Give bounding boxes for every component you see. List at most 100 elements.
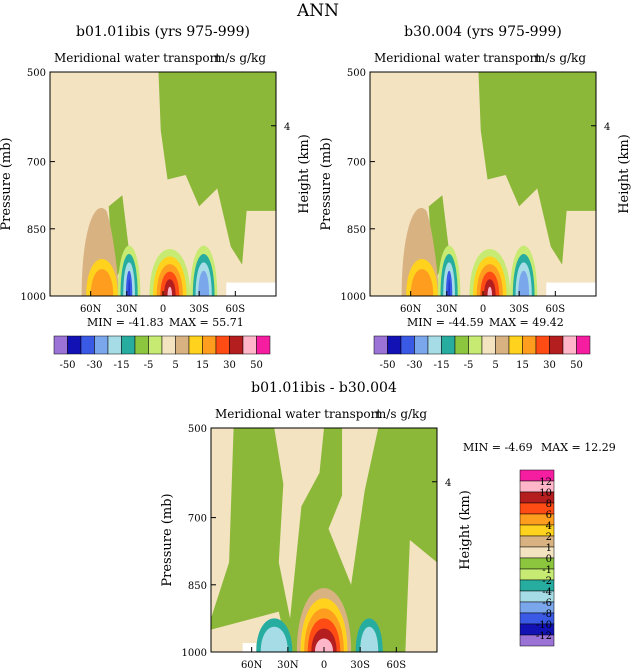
x-tick-label: 60S	[226, 304, 246, 315]
panel-units: m/s g/kg	[214, 51, 266, 65]
max-label: MAX = 12.29	[541, 441, 616, 454]
colorbar-swatch	[229, 335, 244, 355]
colorbar-label: -30	[86, 360, 102, 371]
positive-lobe	[314, 638, 334, 652]
positive-lobe	[487, 286, 493, 296]
colorbar-label: 8	[546, 499, 552, 510]
green-region	[211, 428, 437, 652]
panel-3: b01.01ibis - b30.004 Meridional water tra…	[160, 380, 616, 671]
y-tick-label: 1000	[182, 648, 207, 659]
x-tick-label: 60S	[546, 304, 566, 315]
y2-tick-label: 4	[445, 478, 451, 489]
colorbar-swatch	[576, 335, 591, 355]
negative-lobe	[260, 626, 288, 652]
panel-units: m/s g/kg	[534, 51, 586, 65]
y-axis-label: Pressure (mb)	[319, 137, 334, 230]
colorbar-swatch	[242, 335, 257, 355]
colorbar-label: 50	[570, 360, 583, 371]
colorbar-swatch	[468, 335, 483, 355]
missing-data	[226, 282, 276, 296]
colorbar-swatch	[508, 335, 523, 355]
colorbar-swatch	[387, 335, 402, 355]
colorbar-label: 2	[546, 532, 552, 543]
colorbar-label: -10	[536, 620, 552, 631]
x-tick-label: 0	[160, 304, 166, 315]
colorbar-label: 5	[492, 360, 498, 371]
page-title: ANN	[296, 1, 339, 21]
panel-subtitle: Meridional water transport	[374, 51, 540, 65]
max-label: MAX = 55.71	[169, 316, 244, 329]
colorbar-swatch	[549, 335, 564, 355]
colorbar-label: -12	[536, 631, 552, 642]
y-tick-label: 700	[347, 158, 366, 169]
panel-title: b30.004 (yrs 975-999)	[404, 24, 562, 40]
y-tick-label: 700	[188, 514, 207, 525]
colorbar-label: 12	[539, 477, 552, 488]
colorbar-swatch	[522, 335, 537, 355]
y-tick-label: 500	[27, 68, 46, 79]
negative-lobe	[198, 270, 210, 296]
missing-data	[546, 282, 596, 296]
panel-subtitle: Meridional water transport	[215, 407, 381, 421]
colorbar-swatch	[441, 335, 456, 355]
colorbar-swatch	[121, 335, 136, 355]
x-tick-label: 30N	[277, 660, 299, 671]
y-axis-label: Pressure (mb)	[0, 137, 14, 230]
colorbar-swatch	[535, 335, 550, 355]
colorbar-label: -6	[542, 598, 552, 609]
min-label: MIN = -41.83	[87, 316, 164, 329]
colorbar-label: 30	[543, 360, 556, 371]
x-tick-label: 0	[321, 660, 327, 671]
colorbar-label: 1	[546, 543, 552, 554]
colorbar-label: -50	[379, 360, 395, 371]
min-label: MIN = -4.69	[463, 441, 533, 454]
x-tick-label: 0	[480, 304, 486, 315]
x-tick-label: 60S	[387, 660, 407, 671]
y-tick-label: 850	[188, 581, 207, 592]
panel-title: b01.01ibis (yrs 975-999)	[76, 24, 250, 40]
colorbar-label: -8	[542, 609, 552, 620]
y2-axis-label: Height (km)	[617, 134, 632, 214]
colorbar-swatch	[519, 634, 555, 647]
y-tick-label: 850	[347, 225, 366, 236]
y-tick-label: 1000	[341, 292, 366, 303]
panel-2: b30.004 (yrs 975-999) Meridional water tr…	[319, 24, 632, 371]
green-region	[158, 72, 276, 265]
colorbar-swatch	[53, 335, 68, 355]
colorbar-label: -2	[542, 576, 552, 587]
positive-lobe	[90, 269, 114, 296]
colorbar-label: 6	[546, 510, 552, 521]
colorbar-label: 4	[546, 521, 552, 532]
colorbar-swatch	[427, 335, 442, 355]
colorbar-swatch	[94, 335, 109, 355]
y-tick-label: 500	[347, 68, 366, 79]
colorbar-label: 15	[196, 360, 209, 371]
x-tick-label: 30N	[116, 304, 138, 315]
colorbar-swatch	[562, 335, 577, 355]
panel-title: b01.01ibis - b30.004	[251, 380, 397, 396]
x-tick-label: 30S	[509, 304, 529, 315]
colorbar-swatch	[67, 335, 82, 355]
min-label: MIN = -44.59	[407, 316, 484, 329]
colorbar-swatch	[175, 335, 190, 355]
negative-lobe	[128, 279, 130, 296]
colorbar-label: -5	[144, 360, 154, 371]
colorbar-label: -30	[406, 360, 422, 371]
colorbar-label: -50	[59, 360, 75, 371]
positive-lobe	[167, 286, 173, 296]
green-region	[478, 72, 596, 265]
y2-axis-label: Height (km)	[297, 134, 312, 214]
panel-subtitle: Meridional water transport	[54, 51, 220, 65]
colorbar-swatch	[215, 335, 230, 355]
colorbar-swatch	[495, 335, 510, 355]
colorbar-swatch	[414, 335, 429, 355]
colorbar-swatch	[202, 335, 217, 355]
negative-lobe	[360, 626, 379, 652]
colorbar-label: -15	[433, 360, 449, 371]
colorbar-swatch	[256, 335, 271, 355]
missing-data	[242, 643, 257, 652]
colorbar-label: -4	[542, 587, 552, 598]
y-axis-label: Pressure (mb)	[160, 493, 175, 586]
colorbar-swatch	[188, 335, 203, 355]
